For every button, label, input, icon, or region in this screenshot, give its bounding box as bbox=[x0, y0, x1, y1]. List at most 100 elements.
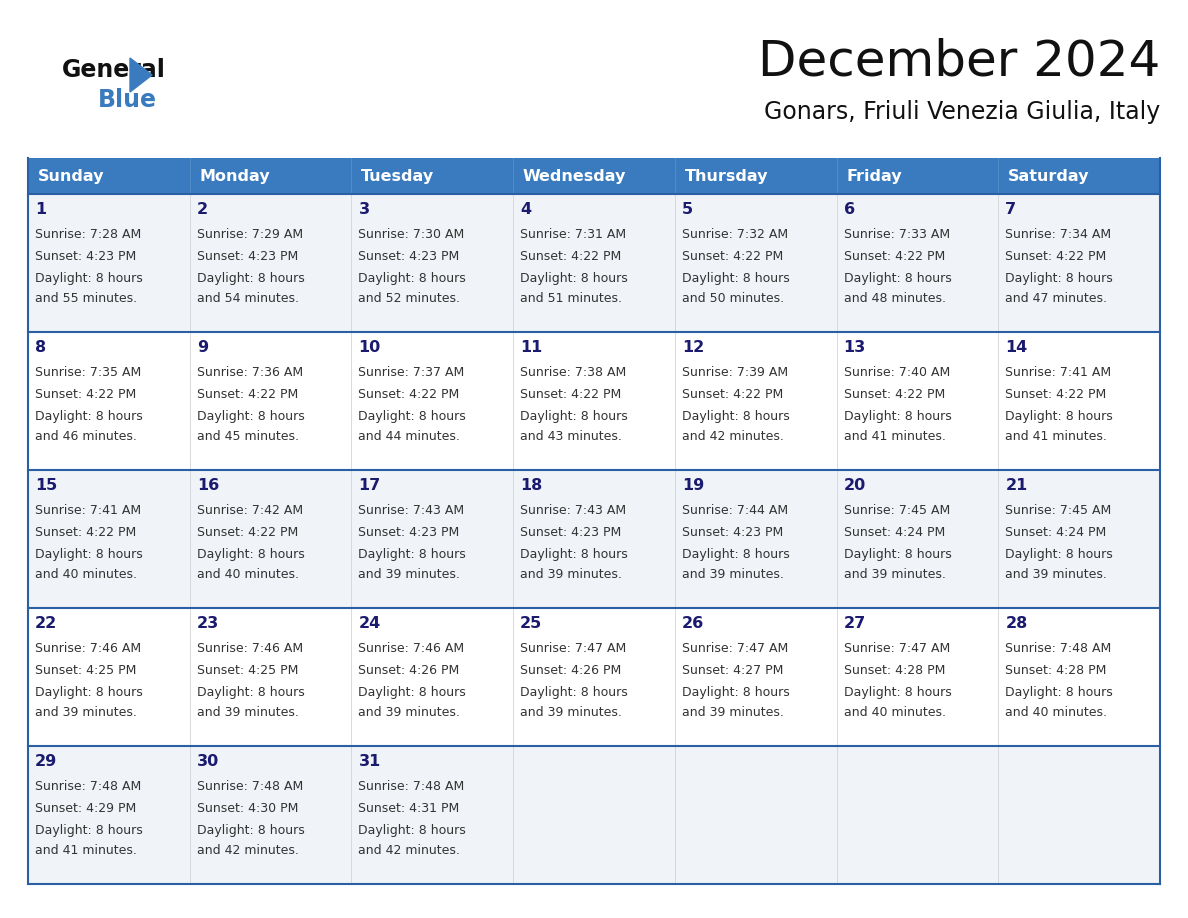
Text: and 40 minutes.: and 40 minutes. bbox=[1005, 706, 1107, 719]
Text: Sunrise: 7:46 AM: Sunrise: 7:46 AM bbox=[359, 642, 465, 655]
Bar bbox=[836, 194, 998, 332]
Text: 10: 10 bbox=[359, 340, 380, 355]
Text: Daylight: 8 hours: Daylight: 8 hours bbox=[843, 548, 952, 561]
Bar bbox=[29, 332, 190, 470]
Text: Sunday: Sunday bbox=[38, 169, 105, 184]
Text: Sunrise: 7:43 AM: Sunrise: 7:43 AM bbox=[520, 504, 626, 517]
Bar bbox=[513, 194, 675, 332]
Text: Friday: Friday bbox=[846, 169, 902, 184]
Bar bbox=[836, 470, 998, 608]
Text: and 41 minutes.: and 41 minutes. bbox=[843, 430, 946, 443]
Text: 26: 26 bbox=[682, 616, 704, 631]
Text: Daylight: 8 hours: Daylight: 8 hours bbox=[34, 686, 143, 699]
Text: 18: 18 bbox=[520, 478, 543, 493]
Text: Sunrise: 7:30 AM: Sunrise: 7:30 AM bbox=[359, 228, 465, 241]
Text: Daylight: 8 hours: Daylight: 8 hours bbox=[1005, 686, 1113, 699]
Text: 12: 12 bbox=[682, 340, 704, 355]
Text: Sunset: 4:23 PM: Sunset: 4:23 PM bbox=[682, 526, 783, 539]
Text: and 44 minutes.: and 44 minutes. bbox=[359, 430, 460, 443]
Text: 13: 13 bbox=[843, 340, 866, 355]
Text: 22: 22 bbox=[34, 616, 57, 631]
Text: and 40 minutes.: and 40 minutes. bbox=[843, 706, 946, 719]
Text: 30: 30 bbox=[197, 754, 219, 769]
Text: and 39 minutes.: and 39 minutes. bbox=[682, 568, 784, 581]
Text: Sunrise: 7:41 AM: Sunrise: 7:41 AM bbox=[34, 504, 141, 517]
Text: 24: 24 bbox=[359, 616, 380, 631]
Text: and 39 minutes.: and 39 minutes. bbox=[1005, 568, 1107, 581]
Text: Sunrise: 7:41 AM: Sunrise: 7:41 AM bbox=[1005, 366, 1112, 379]
Text: Sunset: 4:22 PM: Sunset: 4:22 PM bbox=[359, 388, 460, 401]
Text: 8: 8 bbox=[34, 340, 46, 355]
Text: 29: 29 bbox=[34, 754, 57, 769]
Text: Sunset: 4:24 PM: Sunset: 4:24 PM bbox=[1005, 526, 1106, 539]
Bar bbox=[190, 332, 352, 470]
Text: 16: 16 bbox=[197, 478, 219, 493]
Text: 11: 11 bbox=[520, 340, 543, 355]
Text: and 43 minutes.: and 43 minutes. bbox=[520, 430, 623, 443]
Text: Sunset: 4:28 PM: Sunset: 4:28 PM bbox=[1005, 664, 1107, 677]
Text: Daylight: 8 hours: Daylight: 8 hours bbox=[197, 272, 304, 285]
Text: Saturday: Saturday bbox=[1007, 169, 1089, 184]
Text: and 39 minutes.: and 39 minutes. bbox=[520, 706, 623, 719]
Text: Sunrise: 7:28 AM: Sunrise: 7:28 AM bbox=[34, 228, 141, 241]
Text: and 51 minutes.: and 51 minutes. bbox=[520, 292, 623, 305]
Text: Sunrise: 7:39 AM: Sunrise: 7:39 AM bbox=[682, 366, 788, 379]
Text: Sunset: 4:22 PM: Sunset: 4:22 PM bbox=[197, 388, 298, 401]
Text: Sunset: 4:22 PM: Sunset: 4:22 PM bbox=[520, 388, 621, 401]
Text: and 50 minutes.: and 50 minutes. bbox=[682, 292, 784, 305]
Text: 27: 27 bbox=[843, 616, 866, 631]
Text: Sunrise: 7:43 AM: Sunrise: 7:43 AM bbox=[359, 504, 465, 517]
Text: and 46 minutes.: and 46 minutes. bbox=[34, 430, 137, 443]
Text: Daylight: 8 hours: Daylight: 8 hours bbox=[197, 410, 304, 423]
Text: and 47 minutes.: and 47 minutes. bbox=[1005, 292, 1107, 305]
Bar bbox=[836, 746, 998, 884]
Bar bbox=[675, 746, 836, 884]
Text: and 41 minutes.: and 41 minutes. bbox=[34, 844, 137, 857]
Bar bbox=[998, 746, 1159, 884]
Text: Sunrise: 7:47 AM: Sunrise: 7:47 AM bbox=[520, 642, 626, 655]
Text: 17: 17 bbox=[359, 478, 380, 493]
Text: Sunrise: 7:48 AM: Sunrise: 7:48 AM bbox=[359, 780, 465, 793]
Text: Monday: Monday bbox=[200, 169, 270, 184]
Text: Sunset: 4:22 PM: Sunset: 4:22 PM bbox=[1005, 388, 1106, 401]
Text: 19: 19 bbox=[682, 478, 704, 493]
Text: 20: 20 bbox=[843, 478, 866, 493]
Text: Sunrise: 7:45 AM: Sunrise: 7:45 AM bbox=[843, 504, 950, 517]
Text: 28: 28 bbox=[1005, 616, 1028, 631]
Text: Sunrise: 7:33 AM: Sunrise: 7:33 AM bbox=[843, 228, 949, 241]
Text: Daylight: 8 hours: Daylight: 8 hours bbox=[843, 272, 952, 285]
Text: and 42 minutes.: and 42 minutes. bbox=[359, 844, 460, 857]
Bar bbox=[29, 470, 190, 608]
Bar bbox=[352, 470, 513, 608]
Text: Sunrise: 7:32 AM: Sunrise: 7:32 AM bbox=[682, 228, 788, 241]
Text: and 39 minutes.: and 39 minutes. bbox=[682, 706, 784, 719]
Text: Sunrise: 7:45 AM: Sunrise: 7:45 AM bbox=[1005, 504, 1112, 517]
Bar bbox=[836, 332, 998, 470]
Text: and 48 minutes.: and 48 minutes. bbox=[843, 292, 946, 305]
Text: Sunrise: 7:48 AM: Sunrise: 7:48 AM bbox=[1005, 642, 1112, 655]
Text: Sunset: 4:22 PM: Sunset: 4:22 PM bbox=[34, 388, 137, 401]
Text: December 2024: December 2024 bbox=[758, 38, 1159, 86]
Text: and 52 minutes.: and 52 minutes. bbox=[359, 292, 461, 305]
Text: Sunrise: 7:48 AM: Sunrise: 7:48 AM bbox=[197, 780, 303, 793]
Bar bbox=[998, 332, 1159, 470]
Text: Daylight: 8 hours: Daylight: 8 hours bbox=[1005, 548, 1113, 561]
Text: Blue: Blue bbox=[97, 88, 157, 112]
Text: Daylight: 8 hours: Daylight: 8 hours bbox=[34, 272, 143, 285]
Text: and 40 minutes.: and 40 minutes. bbox=[197, 568, 298, 581]
Text: Daylight: 8 hours: Daylight: 8 hours bbox=[682, 272, 790, 285]
Text: Sunset: 4:31 PM: Sunset: 4:31 PM bbox=[359, 802, 460, 815]
Text: 7: 7 bbox=[1005, 202, 1017, 217]
Text: and 42 minutes.: and 42 minutes. bbox=[197, 844, 298, 857]
Text: Thursday: Thursday bbox=[684, 169, 769, 184]
Text: 4: 4 bbox=[520, 202, 531, 217]
Bar bbox=[675, 194, 836, 332]
Bar bbox=[190, 194, 352, 332]
Text: and 39 minutes.: and 39 minutes. bbox=[520, 568, 623, 581]
Text: and 39 minutes.: and 39 minutes. bbox=[34, 706, 137, 719]
Text: 1: 1 bbox=[34, 202, 46, 217]
Text: Sunrise: 7:31 AM: Sunrise: 7:31 AM bbox=[520, 228, 626, 241]
Text: Daylight: 8 hours: Daylight: 8 hours bbox=[34, 548, 143, 561]
Text: Daylight: 8 hours: Daylight: 8 hours bbox=[359, 410, 466, 423]
Text: Sunset: 4:25 PM: Sunset: 4:25 PM bbox=[197, 664, 298, 677]
